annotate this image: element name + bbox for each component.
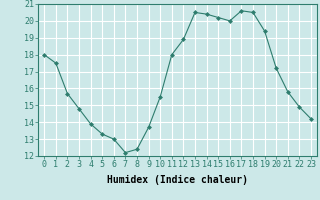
X-axis label: Humidex (Indice chaleur): Humidex (Indice chaleur) [107, 175, 248, 185]
